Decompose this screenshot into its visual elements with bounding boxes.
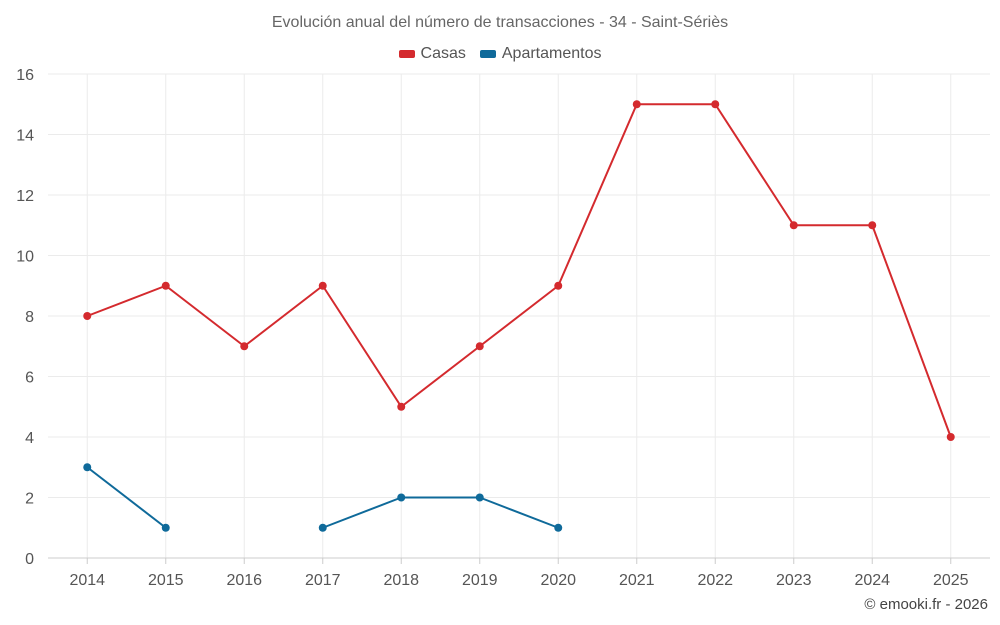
x-tick-label: 2023	[776, 572, 812, 589]
chart-title: Evolución anual del número de transaccio…	[271, 14, 729, 31]
y-tick-label: 4	[25, 430, 34, 447]
data-point-casas	[318, 281, 327, 290]
legend-label-casas: Casas	[420, 45, 466, 62]
y-tick-label: 10	[16, 249, 34, 266]
y-tick-label: 2	[25, 491, 34, 508]
legend-label-apartamentos: Apartamentos	[501, 45, 602, 62]
data-point-casas	[161, 281, 170, 290]
data-point-casas	[789, 221, 798, 230]
data-point-casas	[711, 100, 720, 109]
legend: Casas Apartamentos	[0, 45, 1000, 63]
x-tick-label: 2016	[226, 572, 262, 589]
x-tick-label: 2018	[383, 572, 419, 589]
data-point-apartamentos	[318, 523, 327, 532]
y-tick-label: 14	[16, 128, 34, 145]
data-point-apartamentos	[475, 493, 484, 502]
data-point-apartamentos	[83, 463, 92, 472]
legend-swatch-apartamentos	[479, 50, 496, 58]
legend-swatch-casas	[398, 50, 415, 58]
data-point-casas	[868, 221, 877, 230]
series-line-apartamentos	[322, 496, 559, 529]
data-point-casas	[946, 433, 955, 441]
y-tick-label: 12	[16, 188, 34, 205]
legend-item-casas[interactable]: Casas	[398, 45, 466, 63]
y-tick-label: 0	[25, 551, 34, 568]
legend-item-apartamentos[interactable]: Apartamentos	[479, 45, 602, 63]
data-point-apartamentos	[397, 493, 406, 502]
x-tick-label: 2024	[854, 572, 890, 589]
y-tick-label: 8	[25, 309, 34, 326]
x-tick-label: 2014	[69, 572, 105, 589]
series-line-casas	[86, 103, 952, 438]
x-tick-label: 2021	[619, 572, 655, 589]
data-point-casas	[632, 100, 641, 109]
x-tick-label: 2017	[305, 572, 341, 589]
series-line-apartamentos	[86, 466, 167, 529]
data-point-casas	[554, 281, 563, 290]
y-tick-label: 16	[16, 67, 34, 84]
x-tick-label: 2025	[933, 572, 969, 589]
data-point-casas	[240, 342, 249, 351]
x-tick-label: 2022	[697, 572, 733, 589]
data-point-casas	[475, 342, 484, 351]
data-point-casas	[83, 312, 92, 320]
x-tick-label: 2020	[540, 572, 576, 589]
credit-text: © emooki.fr - 2026	[864, 596, 988, 613]
y-tick-label: 6	[25, 370, 34, 387]
x-tick-label: 2015	[148, 572, 184, 589]
data-point-apartamentos	[161, 523, 170, 532]
x-tick-label: 2019	[462, 572, 498, 589]
data-point-casas	[397, 402, 406, 411]
data-point-apartamentos	[554, 523, 563, 532]
